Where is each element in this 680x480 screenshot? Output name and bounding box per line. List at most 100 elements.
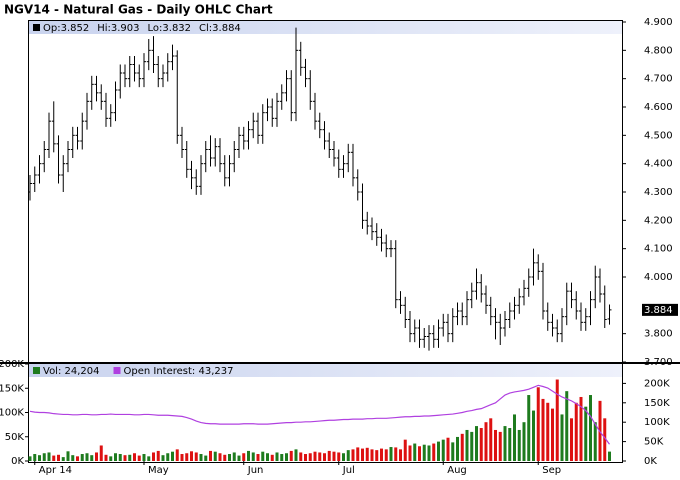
- volume-bar: [137, 455, 141, 461]
- volume-bar: [190, 451, 193, 461]
- volume-bar: [584, 406, 588, 461]
- volume-bar: [503, 426, 507, 461]
- volume-bar: [546, 402, 550, 461]
- y-tick-label: 4.700: [644, 74, 673, 85]
- volume-bar: [399, 449, 402, 461]
- volume-bar: [418, 446, 421, 461]
- volume-bar: [118, 454, 122, 461]
- legend-band: [28, 21, 622, 34]
- y-tick-label: 3.800: [644, 329, 673, 340]
- volume-bar: [256, 454, 260, 461]
- volume-bar: [342, 453, 345, 461]
- volume-bar: [517, 429, 521, 461]
- volume-bar: [266, 453, 269, 461]
- volume-bar: [199, 454, 203, 461]
- x-tick-label: Aug: [447, 465, 467, 476]
- volume-bar: [327, 450, 331, 461]
- legend-label: Open Interest: 43,237: [124, 366, 234, 377]
- volume-bar: [52, 455, 56, 461]
- volume-bar: [104, 454, 108, 461]
- volume-bar: [152, 452, 155, 461]
- volume-bar: [593, 422, 597, 461]
- volume-bar: [551, 408, 554, 461]
- volume-bar: [95, 452, 98, 461]
- volume-bar: [332, 451, 336, 461]
- volume-bar: [403, 439, 407, 461]
- y-tick-label: 4.500: [644, 130, 673, 141]
- volume-bar: [128, 454, 132, 461]
- volume-bar: [365, 447, 369, 461]
- volume-bar: [223, 454, 227, 461]
- y-tick-label: 4.200: [644, 215, 673, 226]
- y2-tick-label: 200K: [0, 359, 24, 370]
- y-tick-label: 4.300: [644, 187, 673, 198]
- volume-bar: [247, 450, 250, 461]
- volume-bar: [498, 431, 502, 461]
- y-tick-label: 150K: [644, 398, 670, 409]
- volume-bar: [565, 391, 569, 461]
- volume-bar: [413, 443, 417, 461]
- volume-bar: [304, 454, 307, 461]
- last-price-box: [642, 303, 678, 316]
- chart-title: NGV14 - Natural Gas - Daily OHLC Chart: [4, 3, 273, 17]
- volume-bar: [71, 455, 75, 461]
- volume-bar: [161, 455, 165, 461]
- volume-bar: [133, 453, 136, 461]
- volume-bar: [28, 456, 32, 461]
- volume-bar: [109, 456, 113, 461]
- legend-label: Lo:3.832: [148, 23, 192, 34]
- volume-bar: [204, 455, 208, 461]
- volume-bar: [76, 456, 79, 461]
- volume-bar: [470, 431, 474, 461]
- last-price-label: 3.884: [644, 305, 673, 316]
- volume-bar: [313, 451, 317, 461]
- volume-bar: [460, 433, 464, 461]
- volume-bar: [228, 454, 231, 461]
- volume-bar: [237, 455, 241, 461]
- open-interest-line: [29, 384, 610, 445]
- volume-bar: [394, 447, 398, 461]
- volume-bar: [465, 429, 469, 461]
- volume-bar: [380, 448, 383, 461]
- volume-bar: [527, 395, 531, 461]
- volume-bar: [209, 450, 212, 461]
- volume-bar: [171, 451, 174, 461]
- volume-bar: [289, 450, 293, 461]
- volume-bar: [370, 449, 374, 461]
- volume-bar: [389, 447, 393, 461]
- volume-bar: [180, 454, 184, 461]
- x-tick-label: Jul: [342, 465, 355, 476]
- volume-bar: [242, 453, 246, 461]
- y-tick-label: 4.800: [644, 45, 673, 56]
- volume-bar: [261, 451, 265, 461]
- volume-bar: [38, 455, 41, 461]
- volume-bar: [337, 452, 341, 461]
- volume-bar: [66, 451, 70, 461]
- volume-bar: [451, 442, 455, 461]
- volume-bar: [484, 422, 488, 461]
- marks: 3.700 3.800 4.000 4.100 4.200 4.300 4.400 4.500…: [0, 17, 678, 476]
- volume-bar: [356, 447, 360, 461]
- volume-bar: [90, 455, 94, 461]
- volume-bar: [323, 453, 326, 461]
- y2-tick-label: 150K: [0, 383, 24, 394]
- legend-swatch: [33, 24, 40, 31]
- volume-bar: [114, 453, 117, 461]
- volume-bar: [532, 410, 535, 461]
- volume-bar: [308, 453, 312, 461]
- y-tick-label: 4.900: [644, 17, 673, 28]
- volume-bar: [589, 395, 592, 461]
- y-tick-label: 50K: [644, 437, 664, 448]
- volume-bar: [194, 452, 198, 461]
- volume-bar: [147, 456, 151, 461]
- volume-bar: [384, 449, 388, 461]
- volume-bar: [185, 453, 189, 461]
- volume-bar: [555, 379, 559, 461]
- volume-bar: [608, 451, 611, 461]
- volume-bar: [579, 396, 583, 461]
- volume-bar: [270, 454, 274, 461]
- legend-swatch: [33, 367, 40, 374]
- volume-bar: [427, 445, 431, 461]
